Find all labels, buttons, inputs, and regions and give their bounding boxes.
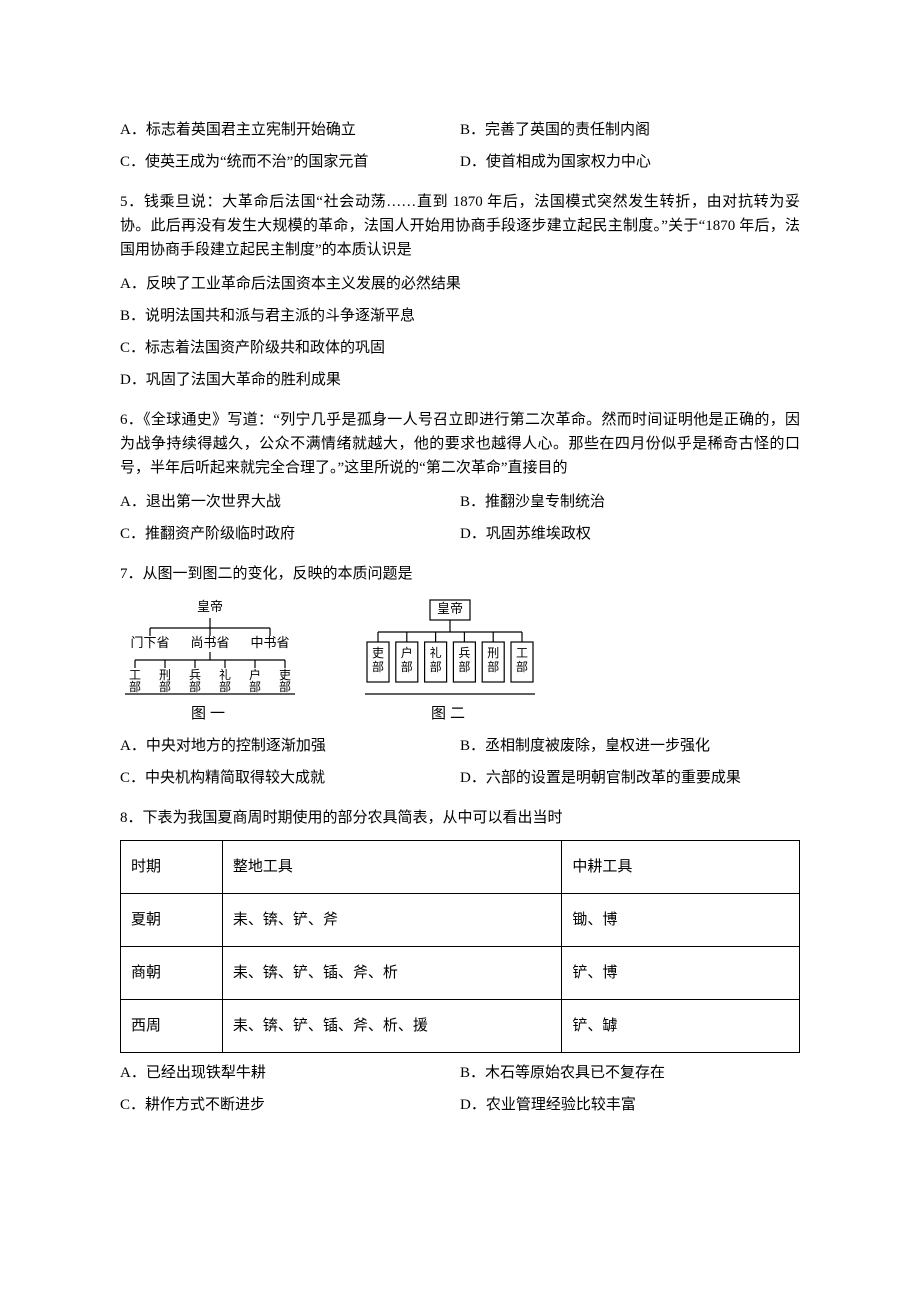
d2-caption: 图二 bbox=[431, 702, 469, 726]
q8-col-0: 时期 bbox=[121, 841, 223, 894]
q5-stem: 5．钱乘旦说：大革命后法国“社会动荡……直到 1870 年后，法国模式突然发生转… bbox=[120, 190, 800, 262]
q8-r1c0: 商朝 bbox=[121, 947, 223, 1000]
q8-r0c0: 夏朝 bbox=[121, 894, 223, 947]
q7-diagrams: 皇帝 门下省 尚书省 中书省 bbox=[120, 596, 800, 726]
table-row: 商朝 耒、锛、铲、锸、斧、析 铲、博 bbox=[121, 947, 800, 1000]
table-header-row: 时期 整地工具 中耕工具 bbox=[121, 841, 800, 894]
q4-option-b: B．完善了英国的责任制内阁 bbox=[460, 118, 800, 142]
q4-option-c: C．使英王成为“统而不治”的国家元首 bbox=[120, 150, 460, 174]
q8-col-2: 中耕工具 bbox=[562, 841, 800, 894]
d2-bot-group: 吏部户部礼部兵部刑部工部 bbox=[367, 642, 533, 682]
q7-option-d: D．六部的设置是明朝官制改革的重要成果 bbox=[460, 766, 800, 790]
svg-text:兵部: 兵部 bbox=[458, 646, 470, 674]
q8-col-1: 整地工具 bbox=[222, 841, 562, 894]
q7-stem: 7．从图一到图二的变化，反映的本质问题是 bbox=[120, 562, 800, 586]
q8-r0c1: 耒、锛、铲、斧 bbox=[222, 894, 562, 947]
svg-text:礼部: 礼部 bbox=[219, 667, 231, 694]
svg-text:户部: 户部 bbox=[249, 667, 261, 694]
d1-mid-2: 中书省 bbox=[250, 635, 289, 650]
q7-option-b: B．丞相制度被废除，皇权进一步强化 bbox=[460, 734, 800, 758]
q6-option-a: A．退出第一次世界大战 bbox=[120, 490, 460, 514]
q8-r0c2: 锄、博 bbox=[562, 894, 800, 947]
table-row: 夏朝 耒、锛、铲、斧 锄、博 bbox=[121, 894, 800, 947]
q4-option-a: A．标志着英国君主立宪制开始确立 bbox=[120, 118, 460, 142]
q8-option-b: B．木石等原始农具已不复存在 bbox=[460, 1061, 800, 1085]
diagram-2: 皇帝 吏部户部礼部兵部刑部工部 图二 bbox=[360, 596, 540, 726]
exam-page: A．标志着英国君主立宪制开始确立 B．完善了英国的责任制内阁 C．使英王成为“统… bbox=[0, 0, 920, 1302]
svg-text:工部: 工部 bbox=[129, 668, 141, 694]
q8-stem: 8．下表为我国夏商周时期使用的部分农具简表，从中可以看出当时 bbox=[120, 806, 800, 830]
q8-option-d: D．农业管理经验比较丰富 bbox=[460, 1093, 800, 1117]
d1-top-label: 皇帝 bbox=[197, 599, 223, 614]
q5-option-a: A．反映了工业革命后法国资本主义发展的必然结果 bbox=[120, 272, 800, 296]
q8-option-a: A．已经出现铁犁牛耕 bbox=[120, 1061, 460, 1085]
q8-r1c1: 耒、锛、铲、锸、斧、析 bbox=[222, 947, 562, 1000]
q6-option-d: D．巩固苏维埃政权 bbox=[460, 522, 800, 546]
d1-mid-1: 尚书省 bbox=[190, 635, 229, 650]
svg-text:吏部: 吏部 bbox=[372, 645, 384, 674]
table-row: 西周 耒、锛、铲、锸、斧、析、援 铲、罅 bbox=[121, 1000, 800, 1053]
q4-option-d: D．使首相成为国家权力中心 bbox=[460, 150, 800, 174]
q6-option-b: B．推翻沙皇专制统治 bbox=[460, 490, 800, 514]
q7-option-a: A．中央对地方的控制逐渐加强 bbox=[120, 734, 460, 758]
q8-r2c1: 耒、锛、铲、锸、斧、析、援 bbox=[222, 1000, 562, 1053]
q8-r2c0: 西周 bbox=[121, 1000, 223, 1053]
q8-r2c2: 铲、罅 bbox=[562, 1000, 800, 1053]
d2-top-label: 皇帝 bbox=[437, 601, 463, 616]
svg-text:兵部: 兵部 bbox=[189, 668, 201, 694]
svg-text:刑部: 刑部 bbox=[159, 668, 171, 694]
svg-text:刑部: 刑部 bbox=[487, 646, 499, 674]
diagram-1: 皇帝 门下省 尚书省 中书省 bbox=[120, 596, 300, 726]
q8-table: 时期 整地工具 中耕工具 夏朝 耒、锛、铲、斧 锄、博 商朝 耒、锛、铲、锸、斧… bbox=[120, 840, 800, 1053]
d1-mid-0: 门下省 bbox=[130, 635, 169, 650]
q7-option-c: C．中央机构精简取得较大成就 bbox=[120, 766, 460, 790]
d1-bot-group: 工部 刑部 兵部 礼部 户部 吏部 bbox=[129, 667, 291, 694]
q5-option-d: D．巩固了法国大革命的胜利成果 bbox=[120, 368, 800, 392]
svg-text:礼部: 礼部 bbox=[430, 645, 442, 674]
q8-r1c2: 铲、博 bbox=[562, 947, 800, 1000]
q5-option-c: C．标志着法国资产阶级共和政体的巩固 bbox=[120, 336, 800, 360]
svg-text:吏部: 吏部 bbox=[279, 667, 291, 694]
q6-stem: 6．《全球通史》写道：“列宁几乎是孤身一人号召立即进行第二次革命。然而时间证明他… bbox=[120, 408, 800, 480]
q8-option-c: C．耕作方式不断进步 bbox=[120, 1093, 460, 1117]
question-4-options: A．标志着英国君主立宪制开始确立 B．完善了英国的责任制内阁 C．使英王成为“统… bbox=[120, 118, 800, 174]
d1-caption: 图一 bbox=[191, 702, 229, 726]
q5-option-b: B．说明法国共和派与君主派的斗争逐渐平息 bbox=[120, 304, 800, 328]
q6-option-c: C．推翻资产阶级临时政府 bbox=[120, 522, 460, 546]
svg-text:户部: 户部 bbox=[401, 645, 413, 674]
svg-text:工部: 工部 bbox=[516, 646, 528, 674]
